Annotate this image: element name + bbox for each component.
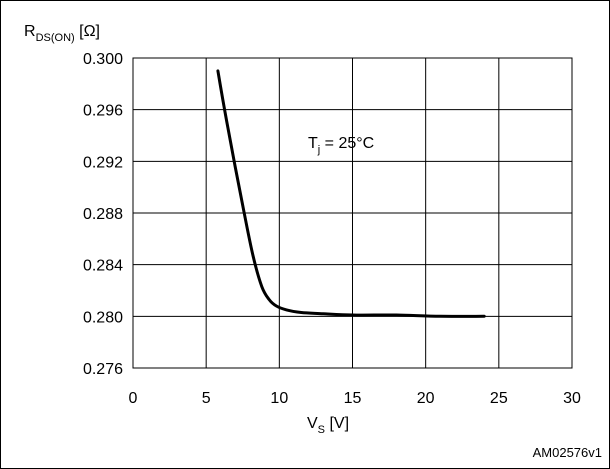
y-tick-labels: 0.276 0.280 0.284 0.288 0.292 0.296 0.300 xyxy=(83,51,123,378)
y-axis-label: RDS(ON) [Ω] xyxy=(24,23,100,44)
x-tick-label: 30 xyxy=(563,390,581,407)
x-axis-label: VS [V] xyxy=(307,415,349,436)
y-tick-label: 0.292 xyxy=(83,154,123,171)
x-tick-label: 0 xyxy=(129,390,138,407)
y-tick-label: 0.280 xyxy=(83,309,123,326)
x-tick-label: 15 xyxy=(344,390,362,407)
temperature-annotation: Tj = 25°C xyxy=(308,135,374,156)
plot-area xyxy=(132,57,573,369)
x-tick-label: 25 xyxy=(490,390,508,407)
series-line xyxy=(216,69,486,318)
x-tick-label: 10 xyxy=(270,390,288,407)
x-tick-label: 5 xyxy=(202,390,211,407)
y-tick-label: 0.300 xyxy=(83,51,123,68)
x-tick-label: 20 xyxy=(417,390,435,407)
figure-code: AM02576v1 xyxy=(533,445,602,460)
y-tick-label: 0.276 xyxy=(83,361,123,378)
grid xyxy=(132,57,573,369)
x-tick-labels: 0 5 10 15 20 25 30 xyxy=(129,390,581,407)
y-tick-label: 0.284 xyxy=(83,258,123,275)
y-tick-label: 0.288 xyxy=(83,206,123,223)
y-tick-label: 0.296 xyxy=(83,103,123,120)
